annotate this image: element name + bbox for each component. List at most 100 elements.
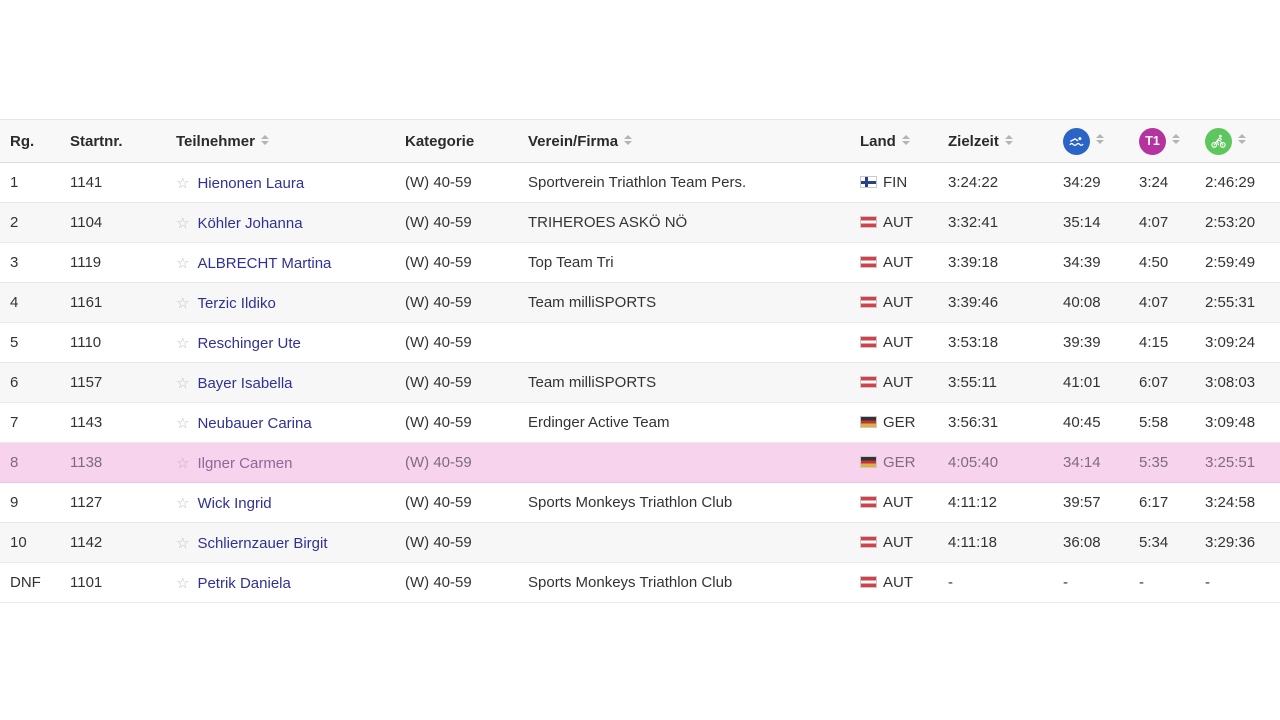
participant-cell: ☆ Köhler Johanna — [176, 202, 405, 243]
sort-icon[interactable] — [901, 134, 910, 145]
column-header-swim[interactable] — [1063, 119, 1139, 163]
t1-time-cell: 4:15 — [1139, 322, 1205, 363]
column-label: Zielzeit — [948, 132, 999, 150]
country-cell: FIN — [860, 162, 948, 203]
result-row[interactable]: DNF 1101 ☆ Petrik Daniela (W) 40-59 Sports Mo… — [0, 562, 1280, 603]
startnr-cell: 1101 — [70, 562, 176, 603]
column-label: Rg. — [10, 132, 35, 150]
result-row[interactable]: 4 1161 ☆ Terzic Ildiko (W) 40-59 Team milliSP… — [0, 282, 1280, 323]
flag-aut-icon — [860, 536, 877, 548]
club-cell: Top Team Tri — [528, 242, 860, 283]
result-row[interactable]: 7 1143 ☆ Neubauer Carina (W) 40-59 Erdinger A… — [0, 402, 1280, 443]
favorite-star-icon[interactable]: ☆ — [176, 174, 190, 192]
participant-cell: ☆ Ilgner Carmen — [176, 442, 405, 483]
participant-link[interactable]: ALBRECHT Martina — [197, 254, 332, 272]
country-code: AUT — [883, 334, 913, 351]
participant-link[interactable]: Wick Ingrid — [197, 494, 272, 512]
participant-link[interactable]: Neubauer Carina — [197, 414, 312, 432]
favorite-star-icon[interactable]: ☆ — [176, 414, 190, 432]
club-cell — [528, 522, 860, 563]
finish-time-cell: 3:32:41 — [948, 202, 1063, 243]
flag-ger-icon — [860, 416, 877, 428]
flag-ger-icon — [860, 456, 877, 468]
bike-time-cell: 2:46:29 — [1205, 162, 1280, 203]
t1-time-cell: 5:34 — [1139, 522, 1205, 563]
t1-time-cell: 4:07 — [1139, 282, 1205, 323]
result-row[interactable]: 3 1119 ☆ ALBRECHT Martina (W) 40-59 Top Team … — [0, 242, 1280, 283]
favorite-star-icon[interactable]: ☆ — [176, 494, 190, 512]
column-header-club[interactable]: Verein/Firma — [528, 119, 860, 163]
column-header-bike[interactable] — [1205, 119, 1280, 163]
favorite-star-icon[interactable]: ☆ — [176, 334, 190, 352]
column-header-participant[interactable]: Teilnehmer — [176, 119, 405, 163]
t1-time-cell: 5:58 — [1139, 402, 1205, 443]
column-header-t1[interactable]: T1 — [1139, 119, 1205, 163]
rank-cell: 2 — [0, 202, 70, 243]
swim-time-cell: 40:45 — [1063, 402, 1139, 443]
swim-time-cell: 35:14 — [1063, 202, 1139, 243]
category-cell: (W) 40-59 — [405, 282, 528, 323]
sort-icon[interactable] — [1004, 134, 1013, 145]
result-row[interactable]: 8 1138 ☆ Ilgner Carmen (W) 40-59 GER 4:05:40 34… — [0, 442, 1280, 483]
favorite-star-icon[interactable]: ☆ — [176, 534, 190, 552]
country-cell: AUT — [860, 362, 948, 403]
result-row[interactable]: 6 1157 ☆ Bayer Isabella (W) 40-59 Team milliS… — [0, 362, 1280, 403]
favorite-star-icon[interactable]: ☆ — [176, 454, 190, 472]
participant-link[interactable]: Terzic Ildiko — [197, 294, 276, 312]
sort-icon[interactable] — [624, 134, 633, 145]
favorite-star-icon[interactable]: ☆ — [176, 374, 190, 392]
participant-cell: ☆ Reschinger Ute — [176, 322, 405, 363]
participant-cell: ☆ Schliernzauer Birgit — [176, 522, 405, 563]
result-row[interactable]: 2 1104 ☆ Köhler Johanna (W) 40-59 TRIHEROES A… — [0, 202, 1280, 243]
participant-link[interactable]: Reschinger Ute — [197, 334, 301, 352]
column-header-finish-time[interactable]: Zielzeit — [948, 119, 1063, 163]
startnr-cell: 1143 — [70, 402, 176, 443]
swim-time-cell: 34:39 — [1063, 242, 1139, 283]
participant-link[interactable]: Petrik Daniela — [197, 574, 291, 592]
bike-time-cell: 2:59:49 — [1205, 242, 1280, 283]
category-cell: (W) 40-59 — [405, 162, 528, 203]
flag-aut-icon — [860, 336, 877, 348]
country-cell: AUT — [860, 242, 948, 283]
participant-link[interactable]: Bayer Isabella — [197, 374, 293, 392]
country-code: AUT — [883, 374, 913, 391]
bike-time-cell: 3:24:58 — [1205, 482, 1280, 523]
sort-icon[interactable] — [1238, 133, 1246, 144]
result-row[interactable]: 10 1142 ☆ Schliernzauer Birgit (W) 40-59 AUT 4… — [0, 522, 1280, 563]
startnr-cell: 1161 — [70, 282, 176, 323]
swim-icon — [1063, 127, 1090, 155]
participant-cell: ☆ Terzic Ildiko — [176, 282, 405, 323]
favorite-star-icon[interactable]: ☆ — [176, 574, 190, 592]
favorite-star-icon[interactable]: ☆ — [176, 214, 190, 232]
result-row[interactable]: 9 1127 ☆ Wick Ingrid (W) 40-59 Sports Monkeys… — [0, 482, 1280, 523]
column-header-country[interactable]: Land — [860, 119, 948, 163]
sort-icon[interactable] — [1096, 133, 1104, 144]
favorite-star-icon[interactable]: ☆ — [176, 294, 190, 312]
participant-link[interactable]: Köhler Johanna — [197, 214, 303, 232]
country-cell: AUT — [860, 202, 948, 243]
finish-time-cell: 4:11:18 — [948, 522, 1063, 563]
bike-time-cell: 3:09:48 — [1205, 402, 1280, 443]
flag-fin-icon — [860, 176, 877, 188]
result-row[interactable]: 5 1110 ☆ Reschinger Ute (W) 40-59 AUT 3:53:18 3… — [0, 322, 1280, 363]
t1-label: T1 — [1145, 134, 1160, 148]
country-code: AUT — [883, 494, 913, 511]
favorite-star-icon[interactable]: ☆ — [176, 254, 190, 272]
startnr-cell: 1138 — [70, 442, 176, 483]
swim-time-cell: 34:29 — [1063, 162, 1139, 203]
result-row[interactable]: 1 1141 ☆ Hienonen Laura (W) 40-59 Sportverein… — [0, 162, 1280, 203]
participant-cell: ☆ Neubauer Carina — [176, 402, 405, 443]
country-code: AUT — [883, 294, 913, 311]
sort-icon[interactable] — [1172, 133, 1180, 144]
participant-link[interactable]: Schliernzauer Birgit — [197, 534, 328, 552]
finish-time-cell: 3:39:46 — [948, 282, 1063, 323]
column-label: Teilnehmer — [176, 132, 255, 150]
startnr-cell: 1141 — [70, 162, 176, 203]
column-header-startnr: Startnr. — [70, 119, 176, 163]
sort-icon[interactable] — [260, 134, 269, 145]
flag-aut-icon — [860, 376, 877, 388]
swim-time-cell: - — [1063, 562, 1139, 603]
participant-link[interactable]: Hienonen Laura — [197, 174, 305, 192]
rank-cell: DNF — [0, 562, 70, 603]
participant-link[interactable]: Ilgner Carmen — [197, 454, 293, 472]
